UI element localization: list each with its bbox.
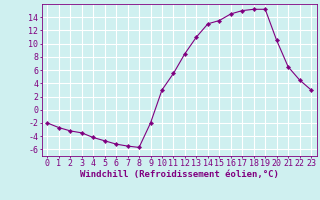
X-axis label: Windchill (Refroidissement éolien,°C): Windchill (Refroidissement éolien,°C) xyxy=(80,170,279,179)
